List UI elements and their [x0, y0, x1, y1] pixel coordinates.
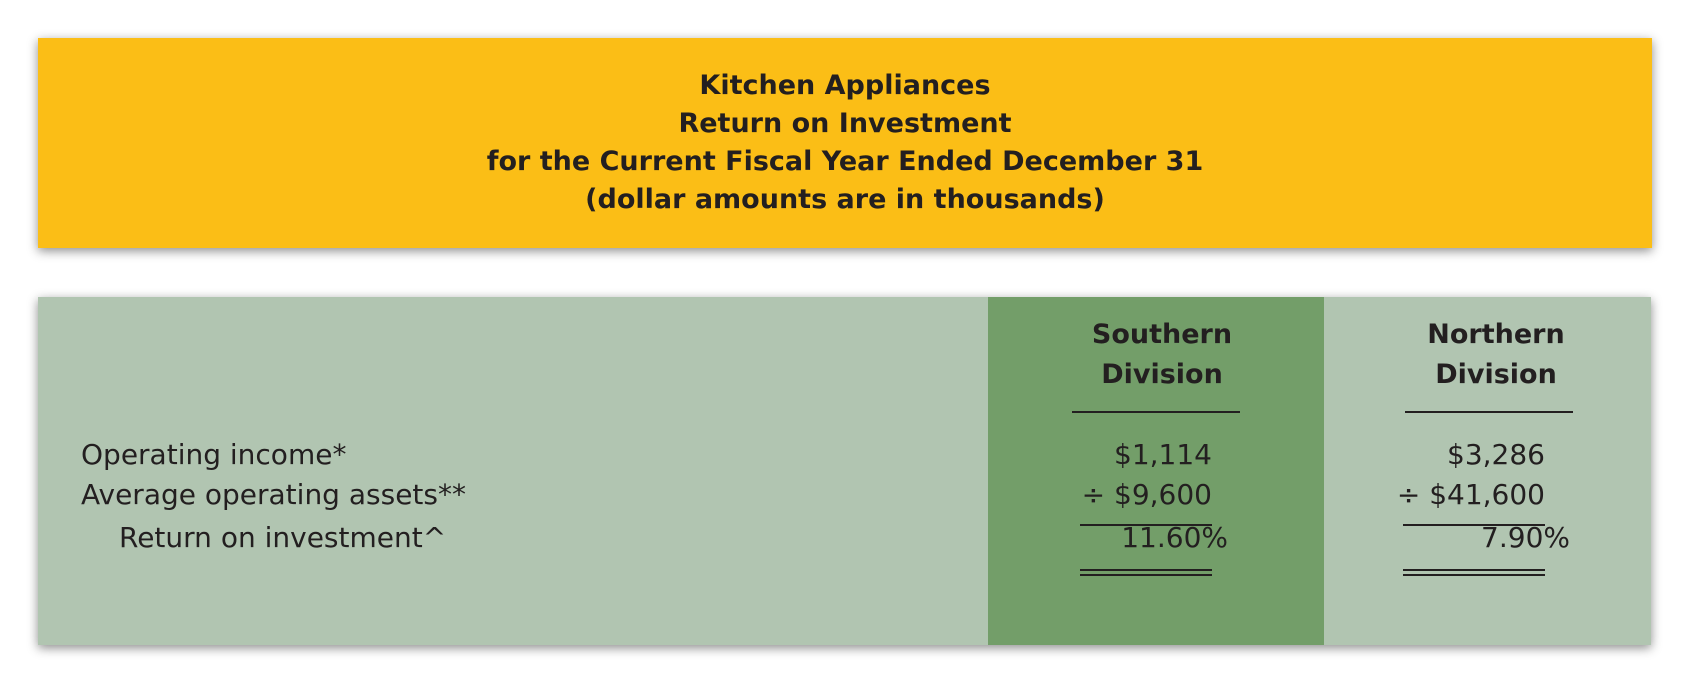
southern-header-line1: Southern — [1091, 319, 1233, 350]
southern-division-column-highlight — [988, 297, 1324, 645]
report-title-banner: Kitchen Appliances Return on Investment … — [38, 38, 1652, 248]
southern-total-double-underline — [1080, 569, 1212, 576]
southern-header-line2: Division — [1101, 359, 1223, 390]
southern-division-header: Southern Division — [1042, 315, 1282, 395]
northern-division-header: Northern Division — [1376, 315, 1616, 395]
southern-average-operating-assets: ÷ $9,600 — [1081, 478, 1212, 511]
northern-average-operating-assets: ÷ $41,600 — [1396, 478, 1545, 511]
company-name: Kitchen Appliances — [699, 70, 991, 101]
report-units-note: (dollar amounts are in thousands) — [585, 184, 1105, 215]
row-label-average-operating-assets: Average operating assets** — [81, 478, 466, 511]
northern-header-line2: Division — [1435, 359, 1557, 390]
southern-operating-income: $1,114 — [1114, 438, 1212, 471]
roi-table: Southern Division Northern Division Oper… — [38, 297, 1651, 645]
row-label-operating-income: Operating income* — [81, 438, 347, 471]
southern-return-on-investment: 11.60% — [1121, 521, 1228, 554]
northern-subtotal-rule — [1403, 524, 1545, 526]
southern-subtotal-rule — [1080, 524, 1212, 526]
southern-header-underline — [1072, 411, 1240, 413]
northern-return-on-investment: 7.90% — [1481, 521, 1570, 554]
northern-header-line1: Northern — [1427, 319, 1565, 350]
report-title: Return on Investment — [678, 108, 1012, 139]
northern-header-underline — [1405, 411, 1573, 413]
northern-operating-income: $3,286 — [1447, 438, 1545, 471]
row-label-return-on-investment: Return on investment^ — [119, 521, 447, 554]
report-period: for the Current Fiscal Year Ended Decemb… — [486, 146, 1204, 177]
northern-total-double-underline — [1403, 569, 1545, 576]
